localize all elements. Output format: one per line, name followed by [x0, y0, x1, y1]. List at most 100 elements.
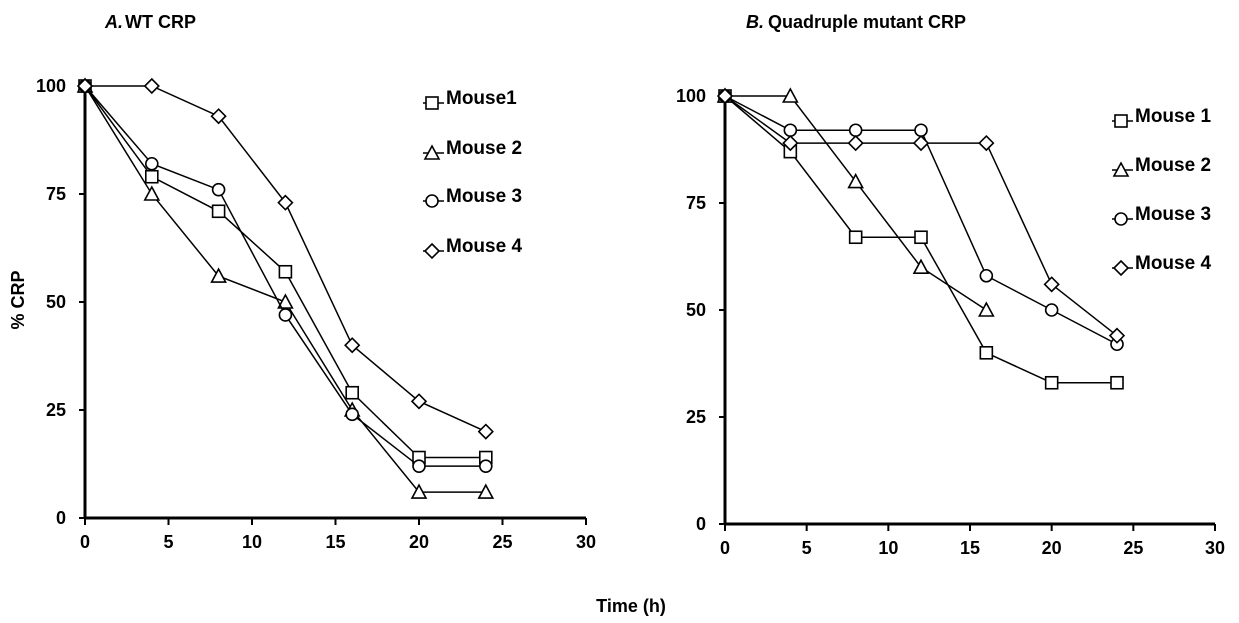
legend-entry: Mouse 4 [1112, 253, 1211, 277]
legend-marker [425, 96, 439, 110]
data-point [1043, 276, 1060, 293]
x-tick-label: 0 [80, 532, 90, 552]
data-point [210, 267, 227, 283]
series-3 [718, 89, 1124, 352]
panel-a-title: A. WT CRP [104, 12, 196, 32]
legend-label: Mouse 3 [446, 186, 522, 207]
data-point [145, 156, 159, 171]
data-point [412, 459, 426, 473]
y-tick-label: 50 [46, 292, 66, 312]
y-tick-label: 25 [46, 400, 66, 420]
legend-label: Mouse 4 [1135, 253, 1211, 274]
data-point [979, 268, 994, 283]
x-tick-label: 15 [960, 538, 980, 558]
data-point [781, 87, 799, 103]
data-point [477, 483, 495, 499]
data-point [143, 77, 160, 95]
data-point [277, 293, 294, 309]
legend: Mouse1 Mouse 2 Mouse 3 Mouse 4 [423, 88, 522, 260]
series-4 [716, 87, 1126, 344]
data-point [278, 264, 293, 279]
y-tick-label: 0 [696, 514, 706, 534]
legend-marker [1114, 212, 1128, 226]
data-point [345, 385, 360, 400]
data-point [848, 230, 863, 245]
data-point [716, 87, 734, 105]
legend-label: Mouse 2 [446, 138, 522, 159]
data-point [782, 134, 799, 152]
y-tick-label: 50 [686, 300, 706, 320]
legend-label: Mouse 4 [446, 236, 522, 257]
data-point [914, 230, 928, 245]
series-line [84, 85, 486, 493]
x-tick-label: 0 [720, 538, 730, 558]
x-tick-label: 20 [409, 532, 429, 552]
data-point [478, 459, 493, 473]
x-tick-label: 10 [242, 532, 262, 552]
x-tick-label: 15 [325, 532, 345, 552]
panel-b-letter: B. [746, 12, 764, 32]
data-point [847, 134, 864, 152]
data-point [1110, 375, 1124, 390]
x-tick-label: 5 [802, 538, 812, 558]
y-tick-label: 0 [56, 508, 66, 528]
data-point [211, 182, 226, 197]
panel-b-title: B. Quadruple mutant CRP [746, 12, 966, 32]
x-tick-label: 25 [1123, 538, 1143, 558]
data-point [783, 123, 798, 138]
data-point [345, 407, 360, 422]
data-point [344, 337, 361, 354]
legend-entry: Mouse 1 [1112, 106, 1211, 128]
data-point [410, 393, 428, 410]
x-axis-label: Time (h) [596, 596, 666, 616]
legend-entry: Mouse 2 [1112, 155, 1211, 177]
data-point [278, 308, 293, 322]
legend-entry: Mouse 3 [1112, 204, 1211, 226]
data-point [912, 258, 930, 275]
legend-marker [1112, 161, 1130, 177]
data-point [211, 204, 226, 219]
legend-marker [1112, 259, 1130, 277]
x-tick-label: 20 [1042, 538, 1062, 558]
legend-label: Mouse1 [446, 88, 517, 109]
legend-entry: Mouse1 [423, 88, 517, 110]
x-tick-label: 5 [163, 532, 173, 552]
y-tick-label: 100 [36, 76, 66, 96]
legend-marker [1114, 114, 1128, 128]
data-point [914, 123, 928, 138]
data-point [76, 77, 94, 95]
x-tick-label: 25 [492, 532, 512, 552]
data-point [143, 185, 161, 201]
data-point [847, 172, 865, 189]
data-point [978, 134, 995, 152]
legend-label: Mouse 3 [1135, 204, 1211, 225]
series-4 [76, 77, 494, 440]
y-tick-label: 25 [686, 407, 706, 427]
data-point [145, 169, 159, 184]
data-point [477, 423, 494, 440]
x-tick-label: 10 [878, 538, 898, 558]
legend-marker [423, 144, 441, 160]
legend: Mouse 1 Mouse 2 Mouse 3 Mouse 4 [1112, 106, 1211, 277]
data-point [1044, 303, 1059, 317]
panel-a-letter: A. [104, 12, 123, 32]
series-2 [716, 87, 995, 317]
legend-marker [423, 242, 441, 260]
data-point [977, 301, 995, 317]
data-point [912, 134, 930, 152]
data-point [848, 123, 863, 138]
y-tick-label: 100 [676, 86, 706, 106]
legend-label: Mouse 2 [1135, 155, 1211, 176]
data-point [1108, 327, 1126, 344]
legend-entry: Mouse 4 [423, 236, 522, 260]
panel-b-title-text: Quadruple mutant CRP [768, 12, 966, 32]
legend-entry: Mouse 3 [423, 186, 522, 208]
data-point [1044, 375, 1059, 390]
y-axis-label: % CRP [8, 270, 28, 329]
data-point [210, 108, 227, 125]
data-point [410, 483, 428, 499]
y-tick-label: 75 [686, 193, 706, 213]
legend-marker [425, 194, 439, 208]
